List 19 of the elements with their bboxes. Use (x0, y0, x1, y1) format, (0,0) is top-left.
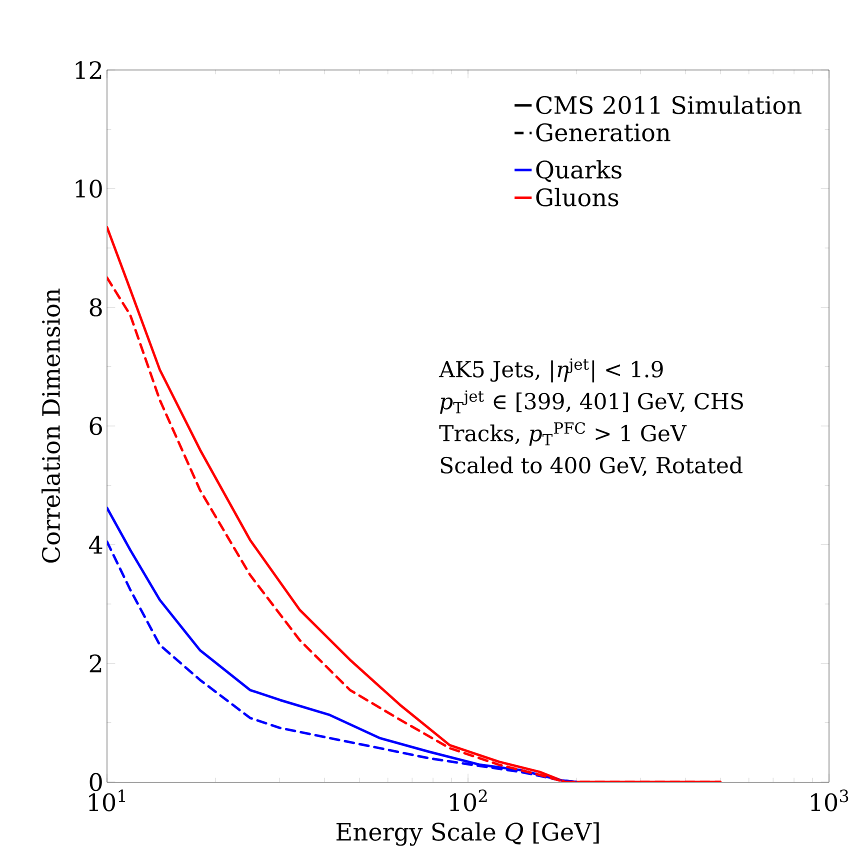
y-axis-title: Correlation Dimension (42, 288, 60, 563)
annotation: AK5 Jets, |η$^{jet}$| < 1.9 (438, 358, 663, 382)
annotation: Tracks, p$_{T}$$^{PFC}$ > 1 GeV (439, 422, 687, 446)
annotation: Generation (536, 123, 670, 142)
annotation: CMS 2011 Simulation (536, 96, 802, 114)
y-tick-label: 8 (90, 298, 102, 316)
legend-label: Quarks (536, 160, 622, 182)
legend-label: Gluons (536, 188, 618, 206)
y-tick-label: 12 (76, 61, 102, 79)
annotation: Scaled to 400 GeV, Rotated (440, 456, 742, 476)
x-tick-label: 10$^{3}$ (811, 790, 848, 812)
annotation: p$_{T}$$^{jet}$ ∈ [399, 401] GeV, CHS (440, 390, 743, 414)
y-tick-label: 10 (76, 180, 102, 198)
x-tick-label: 10$^{2}$ (450, 790, 487, 812)
y-tick-label: 0 (90, 772, 102, 792)
y-tick-label: 6 (90, 416, 102, 436)
y-tick-label: 4 (88, 536, 102, 554)
y-tick-label: 2 (90, 654, 102, 672)
x-axis-title: Energy Scale Q [GeV] (336, 822, 599, 846)
